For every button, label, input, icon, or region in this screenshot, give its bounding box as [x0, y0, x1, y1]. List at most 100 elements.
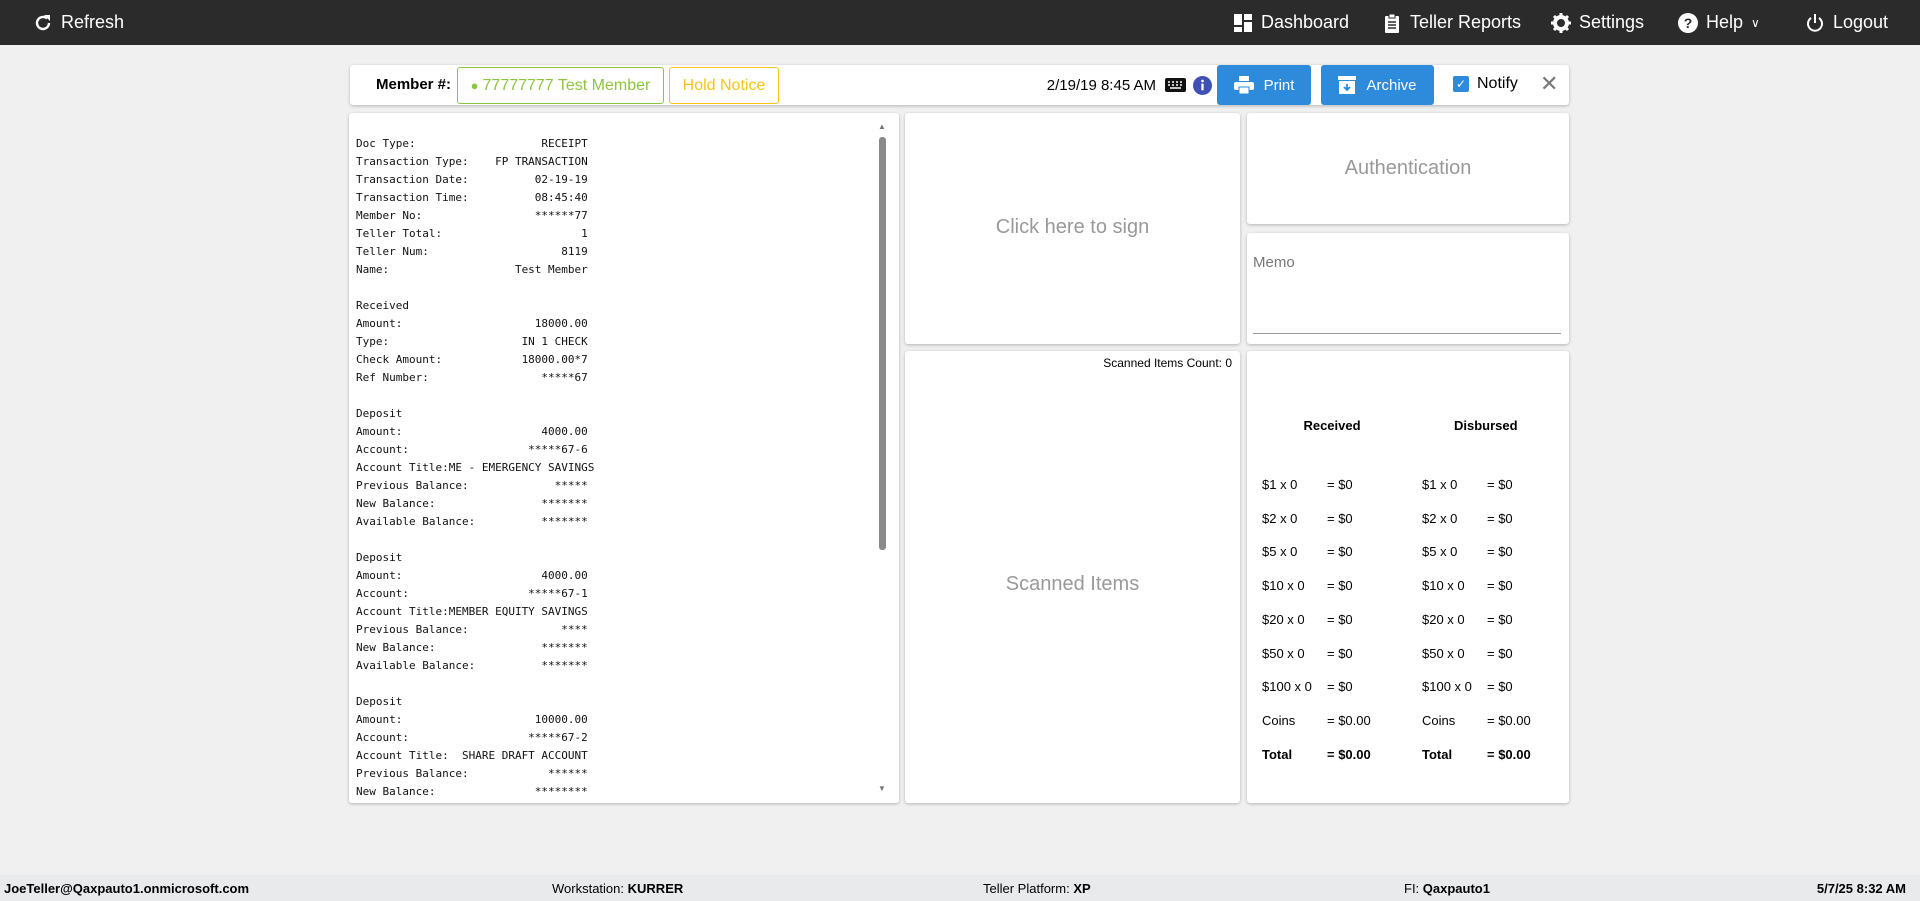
- received-denomination: $2 x 0: [1262, 510, 1298, 526]
- received-denomination: $20 x 0: [1262, 611, 1305, 627]
- receipt-line: Teller Num: 8119: [356, 245, 588, 258]
- received-denomination: $50 x 0: [1262, 645, 1305, 661]
- scanned-items-title: Scanned Items: [1005, 573, 1140, 595]
- clipboard-icon: [1385, 13, 1399, 33]
- notify-checkbox[interactable]: ✓ Notify: [1453, 75, 1518, 93]
- platform-label: Teller Platform:: [983, 881, 1070, 896]
- keyboard-icon[interactable]: [1165, 78, 1186, 92]
- top-nav-bar: Refresh Dashboard Teller Reports Setting…: [0, 0, 1920, 45]
- hold-notice-button[interactable]: Hold Notice: [669, 67, 779, 104]
- disbursed-denomination: $2 x 0: [1422, 510, 1458, 526]
- close-icon[interactable]: ✕: [1540, 71, 1559, 96]
- teller-reports-link[interactable]: Teller Reports: [1382, 0, 1521, 45]
- teller-reports-label: Teller Reports: [1410, 12, 1522, 32]
- scroll-up-arrow-icon[interactable]: ▲: [878, 122, 886, 131]
- receipt-line: Account Title:MEMBER EQUITY SAVINGS: [356, 605, 588, 618]
- authentication-panel[interactable]: Authentication: [1247, 113, 1569, 224]
- received-amount: = $0: [1327, 645, 1353, 661]
- archive-icon: [1338, 76, 1357, 94]
- member-button[interactable]: ● 77777777 Test Member: [457, 67, 664, 104]
- scanned-items-panel: Scanned Items Count: 0 Scanned Items: [905, 351, 1240, 803]
- disbursed-denomination: $50 x 0: [1422, 645, 1465, 661]
- disbursed-denomination: $100 x 0: [1422, 679, 1472, 695]
- scanned-items-count: Scanned Items Count: 0: [1103, 356, 1232, 370]
- workstation-label: Workstation:: [552, 881, 625, 896]
- member-header-bar: Member #: ● 77777777 Test Member Hold No…: [350, 65, 1569, 105]
- received-amount: = $0.00: [1327, 746, 1371, 762]
- received-amount: = $0: [1327, 578, 1353, 594]
- receipt-line: Available Balance: *******: [356, 659, 588, 672]
- receipt-line: Transaction Time: 08:45:40: [356, 191, 588, 204]
- settings-link[interactable]: Settings: [1551, 0, 1644, 45]
- receipt-scrollbar[interactable]: ▲ ▼: [875, 120, 889, 795]
- disbursed-denomination: Total: [1422, 746, 1453, 762]
- receipt-line: Check Amount: 18000.00*7: [356, 353, 588, 366]
- receipt-line: Account: *****67-2: [356, 731, 588, 744]
- received-denomination: $5 x 0: [1262, 544, 1298, 560]
- dashboard-link[interactable]: Dashboard: [1233, 0, 1349, 45]
- platform-value: XP: [1073, 881, 1091, 896]
- receipt-line: Teller Total: 1: [356, 227, 588, 240]
- disbursed-amount: = $0: [1487, 679, 1513, 695]
- receipt-panel: Doc Type: RECEIPT Transaction Type: FP TR…: [349, 113, 899, 803]
- power-icon: [1807, 13, 1823, 32]
- help-menu[interactable]: ? Help ∨: [1678, 0, 1760, 45]
- refresh-button[interactable]: Refresh: [33, 0, 124, 45]
- receipt-line: Available Balance: *******: [356, 515, 588, 528]
- hold-notice-label: Hold Notice: [682, 76, 766, 94]
- receipt-line: Deposit: [356, 695, 403, 708]
- dashboard-icon: [1234, 13, 1252, 32]
- print-button[interactable]: Print: [1217, 65, 1311, 105]
- receipt-line: Ref Number: *****67: [356, 371, 588, 384]
- received-amount: = $0: [1327, 611, 1353, 627]
- print-label: Print: [1263, 76, 1295, 94]
- status-footer: JoeTeller@Qaxpauto1.onmicrosoft.com Work…: [0, 875, 1920, 901]
- help-label: Help: [1706, 12, 1744, 32]
- receipt-line: Member No: ******77: [356, 209, 588, 222]
- refresh-icon: [35, 14, 51, 30]
- receipt-line: Previous Balance: ****: [356, 623, 588, 636]
- receipt-line: [356, 675, 594, 693]
- receipt-line: Type: IN 1 CHECK: [356, 335, 588, 348]
- refresh-label: Refresh: [61, 12, 125, 32]
- footer-datetime: 5/7/25 8:32 AM: [1816, 881, 1906, 896]
- scrollbar-thumb[interactable]: [879, 137, 886, 550]
- settings-label: Settings: [1579, 12, 1645, 32]
- cash-count-panel: Received Disbursed $1 x 0 = $0 $2 x 0 = $0 $…: [1247, 351, 1569, 803]
- receipt-line: Deposit: [356, 551, 403, 564]
- scroll-down-arrow-icon[interactable]: ▼: [878, 784, 886, 793]
- disbursed-denomination: $1 x 0: [1422, 477, 1458, 492]
- receipt-line: New Balance: *******: [356, 497, 588, 510]
- memo-input[interactable]: [1253, 303, 1561, 334]
- disbursed-amount: = $0: [1487, 477, 1513, 492]
- disbursed-header: Disbursed: [1454, 418, 1518, 433]
- disbursed-denomination: Coins: [1422, 712, 1456, 728]
- workstation-value: KURRER: [627, 881, 684, 896]
- disbursed-denomination: $5 x 0: [1422, 544, 1458, 560]
- signature-pad[interactable]: Click here to sign: [905, 113, 1240, 344]
- archive-button[interactable]: Archive: [1321, 65, 1434, 105]
- receipt-line: Previous Balance: ******: [356, 767, 588, 780]
- receipt-line: New Balance: ********: [356, 785, 588, 798]
- received-denomination: $100 x 0: [1262, 679, 1312, 695]
- receipt-line: Account: *****67-1: [356, 587, 588, 600]
- receipt-line: New Balance: *******: [356, 641, 588, 654]
- receipt-line: Account: *****67-6: [356, 443, 588, 456]
- disbursed-amount: = $0: [1487, 578, 1513, 594]
- printer-icon: [1233, 76, 1254, 94]
- member-number-label: Member #:: [376, 76, 452, 93]
- received-amount: = $0.00: [1327, 712, 1371, 728]
- notify-label: Notify: [1477, 75, 1518, 92]
- logout-button[interactable]: Logout: [1805, 0, 1888, 45]
- disbursed-denomination: $10 x 0: [1422, 578, 1465, 594]
- received-amount: = $0: [1327, 544, 1353, 560]
- disbursed-amount: = $0: [1487, 611, 1513, 627]
- received-amount: = $0: [1327, 679, 1353, 695]
- receipt-line: Amount: 4000.00: [356, 569, 588, 582]
- disbursed-denomination: $20 x 0: [1422, 611, 1465, 627]
- svg-text:?: ?: [1684, 15, 1693, 31]
- receipt-line: Transaction Type: FP TRANSACTION: [356, 155, 588, 168]
- chevron-down-icon: ∨: [1751, 15, 1760, 30]
- info-icon[interactable]: [1193, 76, 1212, 95]
- receipt-line: Transaction Date: 02-19-19: [356, 173, 588, 186]
